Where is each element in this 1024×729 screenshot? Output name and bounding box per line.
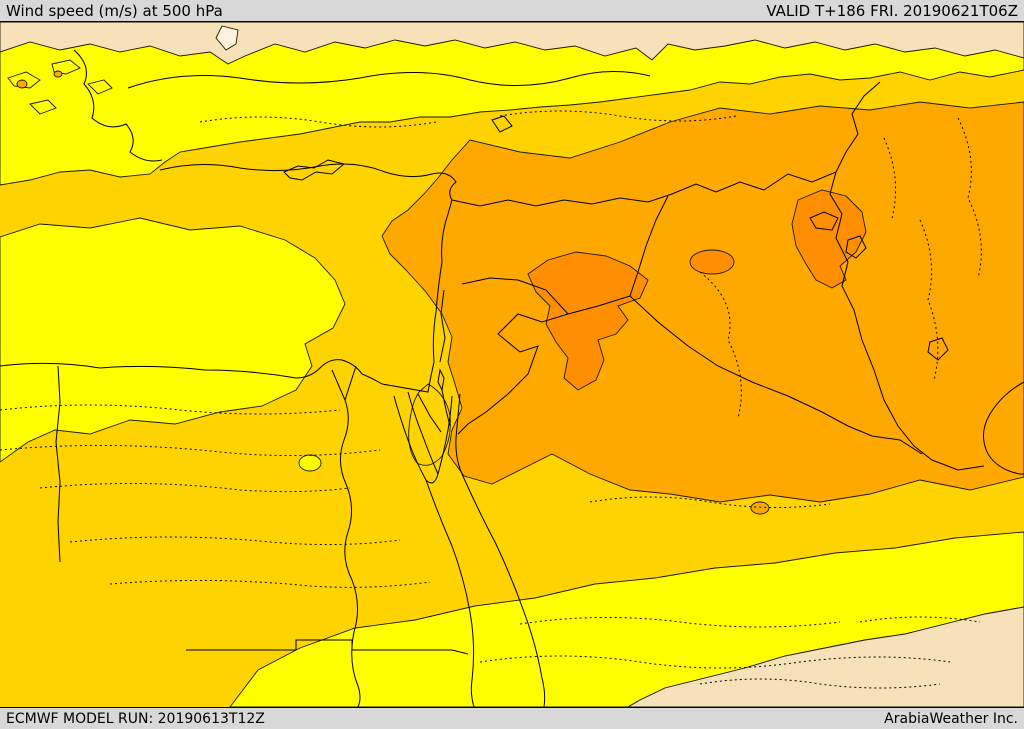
- pale-spot: [215, 25, 239, 51]
- island-outline: [87, 79, 113, 95]
- coastlines: [0, 49, 1024, 707]
- admin-boundaries: [0, 110, 982, 689]
- lake-urmia-outline: [845, 235, 867, 259]
- red-sea-east-coast: [461, 473, 546, 707]
- lake-tharthar-outline: [927, 337, 949, 361]
- weather-map: [0, 22, 1024, 707]
- admin-boundary-line: [957, 117, 982, 279]
- contour-fills: [0, 22, 1024, 707]
- jordan-valley-border: [439, 289, 451, 427]
- dark-orange-core-central: [527, 251, 649, 391]
- jordan-saudi-border: [457, 313, 569, 435]
- wind-speed-contour-map: [0, 22, 1024, 707]
- valid-time-label: VALID T+186 FRI. 20190621T06Z: [766, 1, 1018, 20]
- lake-van-outline: [809, 211, 839, 231]
- peach-top-strip: [0, 22, 1024, 65]
- egypt-libya-border: [55, 365, 61, 563]
- gulf-of-aqaba-coast: [437, 393, 463, 475]
- yellow-small-spot: [298, 454, 322, 472]
- admin-boundary-line: [589, 496, 831, 509]
- map-title: Wind speed (m/s) at 500 hPa: [6, 1, 223, 20]
- island-outline: [51, 59, 81, 75]
- iraq-jordan-border: [567, 295, 631, 315]
- turkey-iran-border: [835, 81, 881, 173]
- turkey-syria-iraq-border: [451, 171, 837, 207]
- orange-islet: [16, 79, 28, 89]
- aegean-coast: [73, 49, 163, 162]
- admin-boundary-line: [479, 655, 951, 669]
- admin-boundary-line: [69, 536, 401, 546]
- admin-boundary-line: [109, 579, 431, 588]
- red-sea-west-coast: [425, 479, 475, 707]
- peach-southeast-region: [627, 606, 1024, 707]
- dark-orange-core-east: [791, 189, 867, 289]
- iraq-saudi-border: [629, 295, 923, 455]
- admin-boundary-line: [919, 219, 939, 381]
- orange-contour-regions: [16, 70, 1024, 515]
- admin-boundary-line: [199, 116, 437, 128]
- orange-main-mass: [381, 101, 1024, 503]
- dark-orange-cores: [527, 189, 867, 391]
- cyprus-island-coast: [283, 159, 346, 181]
- footer-bar: ECMWF MODEL RUN: 20190613T12Z ArabiaWeat…: [0, 707, 1024, 729]
- model-run-label: ECMWF MODEL RUN: 20190613T12Z: [6, 710, 265, 727]
- admin-boundary-line: [519, 616, 841, 628]
- admin-boundary-line: [499, 110, 737, 122]
- peach-contour-regions: [0, 22, 1024, 707]
- admin-boundary-line: [699, 271, 742, 419]
- nile-river: [340, 399, 361, 707]
- country-borders: [55, 81, 985, 655]
- admin-boundary-line: [0, 404, 341, 415]
- island-outline: [29, 99, 57, 115]
- gold-notch-island: [408, 383, 451, 466]
- lake-tuz-outline: [491, 115, 513, 133]
- admin-boundary-line: [883, 137, 897, 219]
- credit-label: ArabiaWeather Inc.: [884, 710, 1018, 727]
- yellow-west-blob: [0, 217, 346, 463]
- admin-boundary-line: [699, 678, 941, 689]
- iran-iraq-border: [829, 171, 985, 471]
- mediterranean-coast: [0, 163, 457, 393]
- nile-delta: [331, 365, 357, 401]
- black-sea-coast: [127, 71, 651, 89]
- orange-small-ring: [750, 501, 770, 515]
- yellow-north-band: [0, 22, 1024, 186]
- orange-islet: [53, 70, 63, 78]
- syria-iraq-border: [629, 195, 669, 297]
- syria-jordan-border: [461, 277, 569, 315]
- dark-orange-core-oval: [689, 249, 735, 275]
- admin-boundary-line: [0, 444, 381, 457]
- header-bar: Wind speed (m/s) at 500 hPa VALID T+186 …: [0, 0, 1024, 22]
- egypt-sudan-border: [186, 639, 469, 655]
- persian-gulf-coast: [983, 381, 1024, 475]
- gulf-of-suez-coast: [393, 391, 439, 484]
- admin-boundary-line: [39, 482, 351, 493]
- admin-boundary-line: [859, 616, 981, 623]
- israel-egypt-border: [417, 393, 442, 433]
